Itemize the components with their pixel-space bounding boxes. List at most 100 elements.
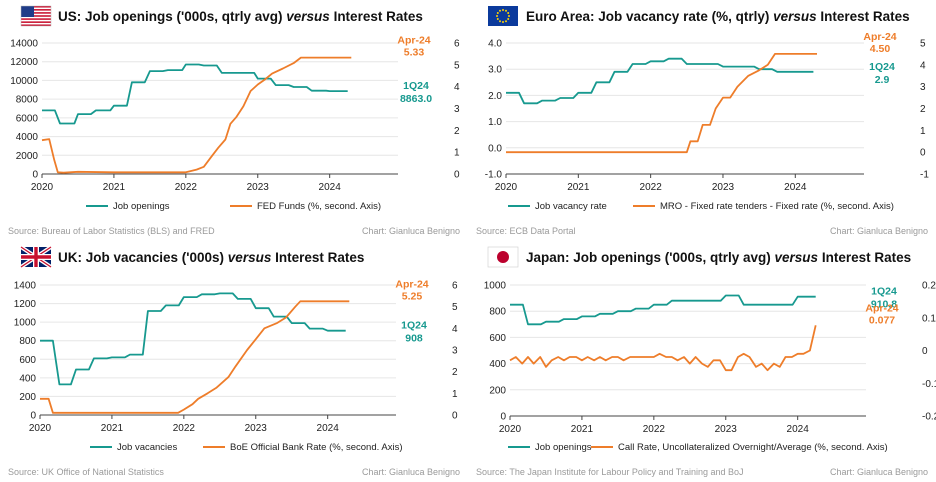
flag-stripe: [21, 12, 51, 14]
y-left-tick-label: 800: [19, 336, 36, 347]
y-right-tick-label: 3: [452, 346, 458, 357]
y-right-tick-label: 3: [454, 104, 460, 115]
y-left-tick-label: 0.0: [488, 143, 502, 154]
y-left-tick-label: 600: [19, 355, 36, 366]
flag-border: [20, 5, 52, 27]
x-tick-label: 2021: [571, 424, 594, 435]
rate-label-value: 5.33: [404, 47, 425, 59]
credit-text: Chart: Gianluca Benigno: [362, 467, 460, 477]
jobs-label-period: 1Q24: [869, 61, 895, 73]
y-left-tick-label: 12000: [10, 57, 38, 68]
credit-text: Chart: Gianluca Benigno: [830, 467, 928, 477]
flag-star: [496, 12, 499, 14]
x-tick-label: 2024: [317, 423, 340, 434]
chart-svg: Japan: Job openings ('000s, qtrly avg) v…: [476, 246, 936, 477]
x-tick-label: 2020: [29, 423, 52, 434]
y-right-tick-label: 2: [920, 104, 926, 115]
y-right-tick-label: 0: [920, 148, 926, 159]
rate-label-value: 4.50: [870, 43, 891, 55]
chart-title-main: Japan: Job openings ('000s, qtrly avg): [526, 250, 775, 265]
y-left-tick-label: 8000: [16, 95, 39, 106]
us-chart-panel: US: Job openings ('000s, qtrly avg) vers…: [0, 0, 468, 241]
y-right-tick-label: 1: [454, 148, 460, 159]
series-line-jobs: [510, 294, 816, 326]
series-line-jobs: [42, 63, 348, 125]
y-right-tick-label: 0.2: [922, 281, 936, 292]
credit-text: Chart: Gianluca Benigno: [830, 226, 928, 236]
y-left-tick-label: 600: [489, 333, 506, 344]
y-left-tick-label: 6000: [16, 113, 39, 124]
y-left-tick-label: 3.0: [488, 65, 502, 76]
flag-star: [505, 9, 507, 12]
flag-cross-red: [21, 247, 51, 267]
source-text: Source: ECB Data Portal: [476, 226, 576, 236]
x-tick-label: 2022: [640, 182, 663, 193]
y-left-tick-label: 400: [19, 373, 36, 384]
chart-title-tail: Interest Rates: [818, 250, 911, 265]
y-right-tick-label: 5: [920, 39, 926, 50]
legend-label-rate: FED Funds (%, second. Axis): [257, 201, 381, 212]
credit-text: Chart: Gianluca Benigno: [362, 226, 460, 236]
chart-title-tail: Interest Rates: [271, 250, 364, 265]
y-left-tick-label: 0: [32, 170, 38, 181]
flag-star: [499, 20, 501, 23]
x-tick-label: 2024: [319, 182, 342, 193]
legend-label-jobs: Job vacancies: [117, 442, 177, 453]
series-line-rate: [509, 325, 817, 372]
rate-label-period: Apr-24: [397, 35, 430, 47]
y-right-tick-label: 0.1: [922, 313, 936, 324]
flag-stripe: [21, 24, 51, 26]
flag-canton: [21, 6, 34, 17]
flag-stripe: [21, 21, 51, 23]
flag-stripe: [21, 18, 51, 20]
rate-label-period: Apr-24: [865, 302, 898, 314]
y-left-tick-label: 4000: [16, 132, 39, 143]
y-right-tick-label: 0: [922, 346, 928, 357]
chart-title: Euro Area: Job vacancy rate (%, qtrly) v…: [526, 9, 910, 24]
y-right-tick-label: 5: [454, 60, 460, 71]
flag-star: [505, 20, 507, 23]
flag-star: [496, 15, 498, 17]
rate-label-value: 5.25: [402, 290, 423, 302]
flag-star: [507, 18, 510, 20]
x-tick-label: 2020: [495, 182, 518, 193]
flag-star: [508, 15, 510, 17]
y-right-tick-label: 3: [920, 82, 926, 93]
y-left-tick-label: 200: [19, 392, 36, 403]
jobs-label-period: 1Q24: [871, 286, 897, 298]
series-line-rate: [506, 53, 817, 154]
y-left-tick-label: 2.0: [488, 91, 502, 102]
series-line-rate: [40, 300, 350, 414]
flag-stripe: [21, 9, 51, 11]
y-right-tick-label: 6: [452, 281, 458, 292]
y-left-tick-label: 1.0: [488, 117, 502, 128]
y-right-tick-label: 4: [452, 324, 458, 335]
uk-chart-panel: UK: Job vacancies ('000s) versus Interes…: [0, 241, 468, 482]
y-right-tick-label: 1: [920, 126, 926, 137]
y-right-tick-label: 6: [454, 39, 460, 50]
jobs-label-value: 910.8: [871, 299, 897, 311]
x-tick-label: 2024: [787, 424, 810, 435]
rate-label-period: Apr-24: [395, 278, 428, 290]
euro-area-chart-panel: Euro Area: Job vacancy rate (%, qtrly) v…: [468, 0, 936, 241]
flag-star: [502, 21, 504, 23]
y-left-tick-label: 800: [489, 307, 506, 318]
source-text: Source: The Japan Institute for Labour P…: [476, 467, 744, 477]
y-left-tick-label: 1000: [14, 318, 37, 329]
y-right-tick-label: 0: [454, 170, 460, 181]
x-tick-label: 2023: [247, 182, 270, 193]
source-text: Source: Bureau of Labor Statistics (BLS)…: [8, 226, 215, 236]
y-right-tick-label: 5: [452, 302, 458, 313]
series-line-jobs: [40, 292, 346, 386]
flag-star: [502, 9, 504, 11]
series-line-jobs: [506, 57, 814, 105]
chart-title: Japan: Job openings ('000s, qtrly avg) v…: [526, 250, 911, 265]
y-left-tick-label: 1400: [14, 281, 37, 292]
x-tick-label: 2020: [499, 424, 522, 435]
chart-title-main: Euro Area: Job vacancy rate (%, qtrly): [526, 9, 773, 24]
x-tick-label: 2022: [643, 424, 666, 435]
chart-title-main: US: Job openings ('000s, qtrly avg): [58, 9, 286, 24]
flag-field: [488, 6, 518, 26]
y-left-tick-label: 14000: [10, 39, 38, 50]
y-right-tick-label: -0.1: [922, 379, 936, 390]
